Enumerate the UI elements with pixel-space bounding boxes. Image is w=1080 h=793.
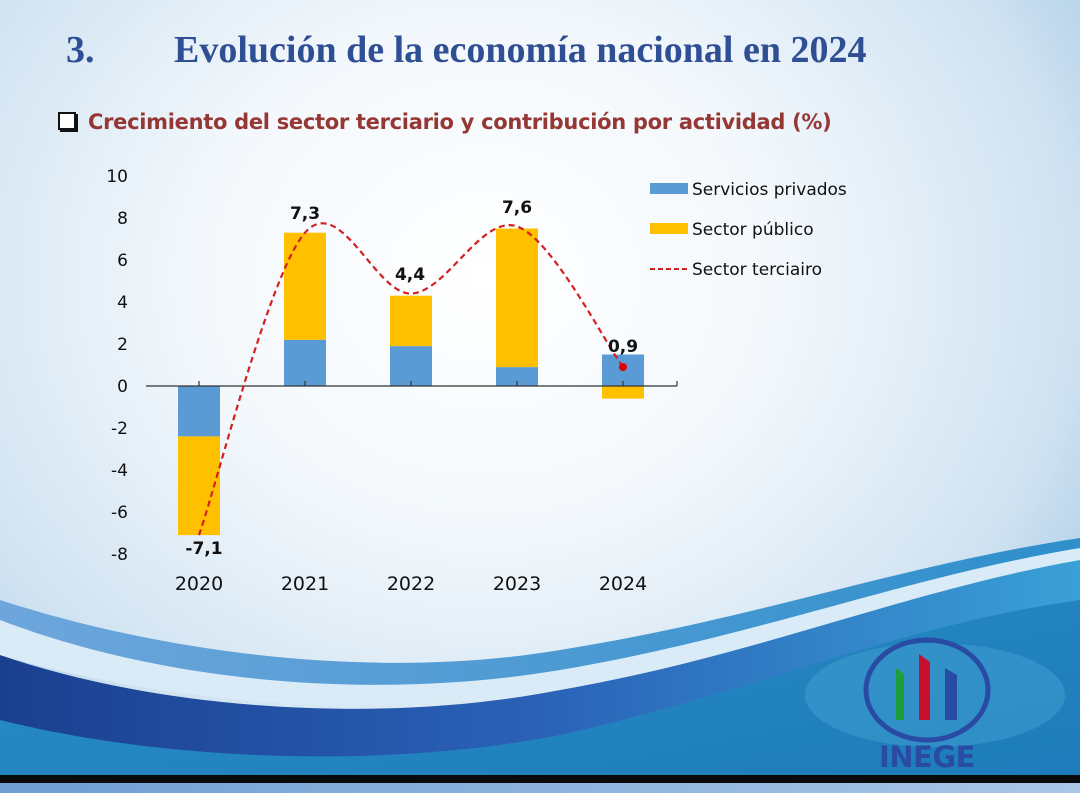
y-tick-label: -6 — [111, 503, 128, 523]
section-number: 3. — [66, 29, 95, 71]
x-tick-label: 2020 — [175, 573, 223, 595]
slide-title: 3. Evolución de la economía nacional en 2… — [66, 28, 866, 72]
y-tick-label: 8 — [117, 209, 128, 229]
subtitle-text: Crecimiento del sector terciario y contr… — [88, 110, 832, 134]
checkbox-bullet-icon — [58, 112, 76, 130]
logo-ring-icon — [863, 637, 991, 743]
bar-segment-sector-público — [390, 295, 432, 347]
bar-segment-servicios-privados — [178, 386, 220, 437]
sector-terciario-line — [197, 222, 624, 536]
x-tick-label: 2024 — [599, 573, 647, 595]
y-tick-label: 4 — [117, 293, 128, 313]
y-tick-label: -2 — [111, 419, 128, 439]
data-label: 4,4 — [395, 265, 425, 285]
data-label: 7,6 — [502, 198, 532, 218]
data-label: 0,9 — [608, 337, 638, 357]
legend-label: Servicios privados — [692, 180, 847, 200]
logo-green-bar-icon — [896, 668, 904, 720]
line-marker — [619, 363, 627, 372]
logo-text: INEGE — [879, 740, 975, 774]
y-tick-label: 2 — [117, 335, 128, 355]
logo-blue-bar-icon — [945, 668, 957, 720]
bar-segment-sector-público — [602, 386, 644, 399]
bar-segment-servicios-privados — [496, 367, 538, 386]
x-tick-label: 2021 — [281, 573, 329, 595]
bar-segment-servicios-privados — [284, 339, 326, 386]
legend-swatch-servicios — [650, 183, 688, 194]
title-text: Evolución de la economía nacional en 202… — [174, 29, 867, 71]
data-label: -7,1 — [185, 539, 222, 559]
y-tick-label: 6 — [117, 251, 128, 271]
bar-segment-sector-público — [496, 228, 538, 368]
bar-segment-servicios-privados — [390, 346, 432, 386]
y-tick-label: -4 — [111, 461, 128, 481]
legend-swatch-publico — [650, 223, 688, 234]
legend-label: Sector terciairo — [692, 260, 822, 280]
data-label: 7,3 — [290, 204, 320, 224]
x-tick-label: 2022 — [387, 573, 435, 595]
footer-strip — [0, 783, 1080, 793]
footer-bar — [0, 775, 1080, 783]
bar-segment-sector-público — [284, 232, 326, 340]
y-tick-label: 10 — [106, 167, 128, 187]
chart-subtitle: Crecimiento del sector terciario y contr… — [58, 110, 832, 134]
legend-label: Sector público — [692, 220, 814, 240]
y-tick-label: 0 — [117, 377, 128, 397]
x-tick-label: 2023 — [493, 573, 541, 595]
y-tick-label: -8 — [111, 545, 128, 565]
logo-red-bar-icon — [919, 654, 930, 720]
